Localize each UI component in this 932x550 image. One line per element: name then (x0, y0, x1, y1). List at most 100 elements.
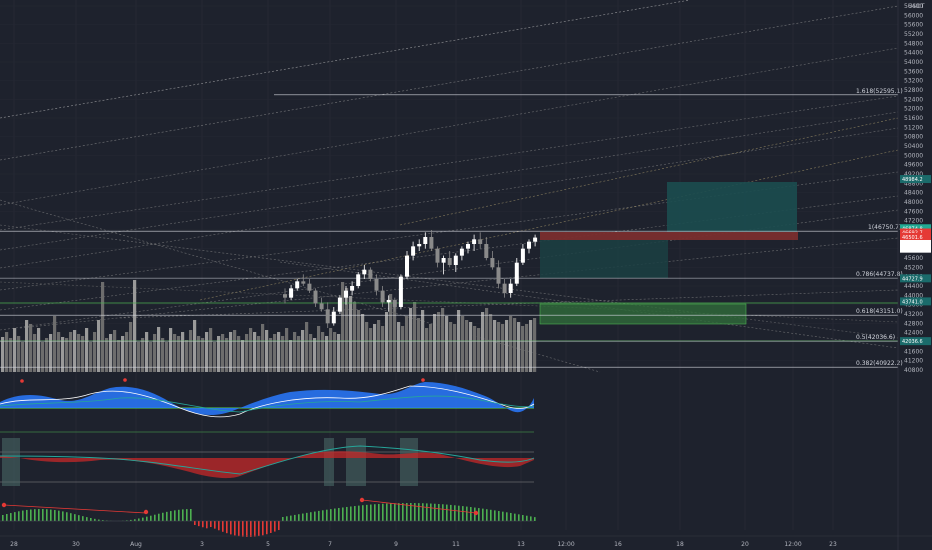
histogram-bar-14 (58, 510, 60, 521)
take-profit-zone-lower (540, 240, 668, 278)
histogram-bar-53 (214, 521, 216, 529)
histogram-bar-59 (238, 521, 240, 537)
price-tick-5: 54400 (904, 50, 923, 57)
volume-bar-111 (445, 316, 449, 372)
volume-bar-37 (149, 342, 153, 372)
histogram-bar-120 (482, 508, 484, 521)
histogram-divergence-2 (361, 499, 477, 514)
candle-body-27 (447, 258, 452, 265)
histogram-bar-75 (302, 513, 304, 521)
time-label-13: 12:00 (784, 541, 801, 548)
price-tick-15: 50400 (904, 143, 923, 150)
histogram-bar-128 (514, 513, 516, 521)
volume-bar-39 (157, 327, 161, 372)
volume-bar-116 (465, 320, 469, 372)
histogram-bar-25 (102, 520, 104, 521)
histogram-bar-6 (26, 509, 28, 521)
volume-bar-100 (401, 326, 405, 372)
histogram-bar-34 (138, 518, 140, 521)
histogram-bar-56 (226, 521, 228, 534)
candle-body-5 (313, 290, 318, 304)
volume-bar-97 (389, 294, 393, 372)
histogram-marker-2 (359, 497, 365, 503)
volume-bar-13 (53, 316, 57, 372)
histogram-bar-79 (318, 510, 320, 521)
volume-bar-87 (349, 296, 353, 372)
histogram-bar-15 (62, 511, 64, 521)
histogram-bar-33 (134, 519, 136, 521)
volume-bar-0 (1, 337, 5, 372)
volume-bar-85 (341, 282, 345, 372)
candle-body-25 (435, 248, 440, 263)
volume-bar-121 (485, 308, 489, 372)
histogram-bar-1 (6, 514, 8, 521)
osc1-wave-blue (0, 382, 534, 416)
price-tick-17: 49600 (904, 162, 923, 169)
volume-bar-26 (105, 338, 109, 372)
time-label-5: 7 (328, 541, 332, 548)
histogram-bar-89 (358, 505, 360, 521)
candle-body-8 (331, 311, 336, 324)
volume-bar-10 (41, 342, 45, 372)
oscillator-panel-1 (0, 378, 535, 433)
volume-bar-12 (49, 334, 53, 372)
volume-bar-46 (185, 340, 189, 372)
volume-bar-129 (517, 322, 521, 372)
volume-bar-44 (177, 336, 181, 372)
position-zones[interactable] (0, 182, 898, 342)
volume-bar-59 (237, 336, 241, 372)
histogram-bar-3 (14, 512, 16, 521)
volume-bar-2 (9, 338, 13, 372)
histogram-bar-11 (46, 509, 48, 521)
histogram-bar-42 (170, 511, 172, 521)
histogram-bar-44 (178, 509, 180, 521)
candlesticks[interactable] (283, 230, 538, 328)
candle-body-33 (484, 244, 489, 258)
volume-bar-78 (313, 338, 317, 372)
volume-bar-103 (413, 302, 417, 372)
volume-bar-25 (101, 282, 105, 372)
osc1-line-teal (0, 395, 535, 413)
histogram-bar-45 (182, 509, 184, 521)
histogram-bar-111 (446, 504, 448, 521)
price-tick-2: 55600 (904, 22, 923, 29)
histogram-bar-35 (142, 517, 144, 521)
histogram-bar-106 (426, 503, 428, 521)
volume-bar-38 (153, 334, 157, 372)
histogram-bar-97 (390, 503, 392, 521)
histogram-bar-32 (130, 519, 132, 521)
price-tick-38: 41200 (904, 358, 923, 365)
trendline-12 (0, 224, 899, 339)
candle-body-34 (490, 258, 495, 268)
volume-bar-61 (245, 334, 249, 372)
histogram-bar-82 (330, 509, 332, 521)
volume-bar-124 (497, 322, 501, 372)
histogram-bar-13 (54, 510, 56, 521)
histogram-bar-117 (470, 507, 472, 521)
price-tag-label-7: 43741.0 (902, 299, 923, 305)
volume-bar-35 (141, 338, 145, 372)
time-axis[interactable]: 28 30 Aug 3 5 7 9 11 13 12:00 16 18 20 12:00 23 (0, 535, 932, 548)
price-tag-bg-2 (900, 228, 931, 237)
histogram-bar-39 (158, 513, 160, 521)
candle-body-17 (386, 300, 391, 303)
volume-bar-55 (221, 334, 225, 372)
histogram-bar-67 (270, 521, 272, 533)
histogram-bar-8 (34, 509, 36, 521)
histogram-bar-23 (94, 518, 96, 521)
histogram-bar-2 (10, 513, 12, 521)
volume-bar-36 (145, 332, 149, 372)
volume-bar-18 (73, 330, 77, 372)
fibonacci-levels[interactable]: 1.618(52595.1) 1(46750.7) 0.786(44737.8) 0.… (0, 88, 903, 368)
histogram-bar-81 (326, 509, 328, 521)
histogram-bar-107 (430, 503, 432, 521)
time-label-1: 30 (72, 541, 80, 548)
histogram-bar-103 (414, 503, 416, 521)
volume-bar-52 (209, 328, 213, 372)
volume-bar-115 (461, 316, 465, 372)
histogram-bar-21 (86, 517, 88, 521)
histogram-bar-52 (210, 521, 212, 527)
histogram-bar-131 (526, 515, 528, 521)
volume-bar-63 (253, 332, 257, 372)
